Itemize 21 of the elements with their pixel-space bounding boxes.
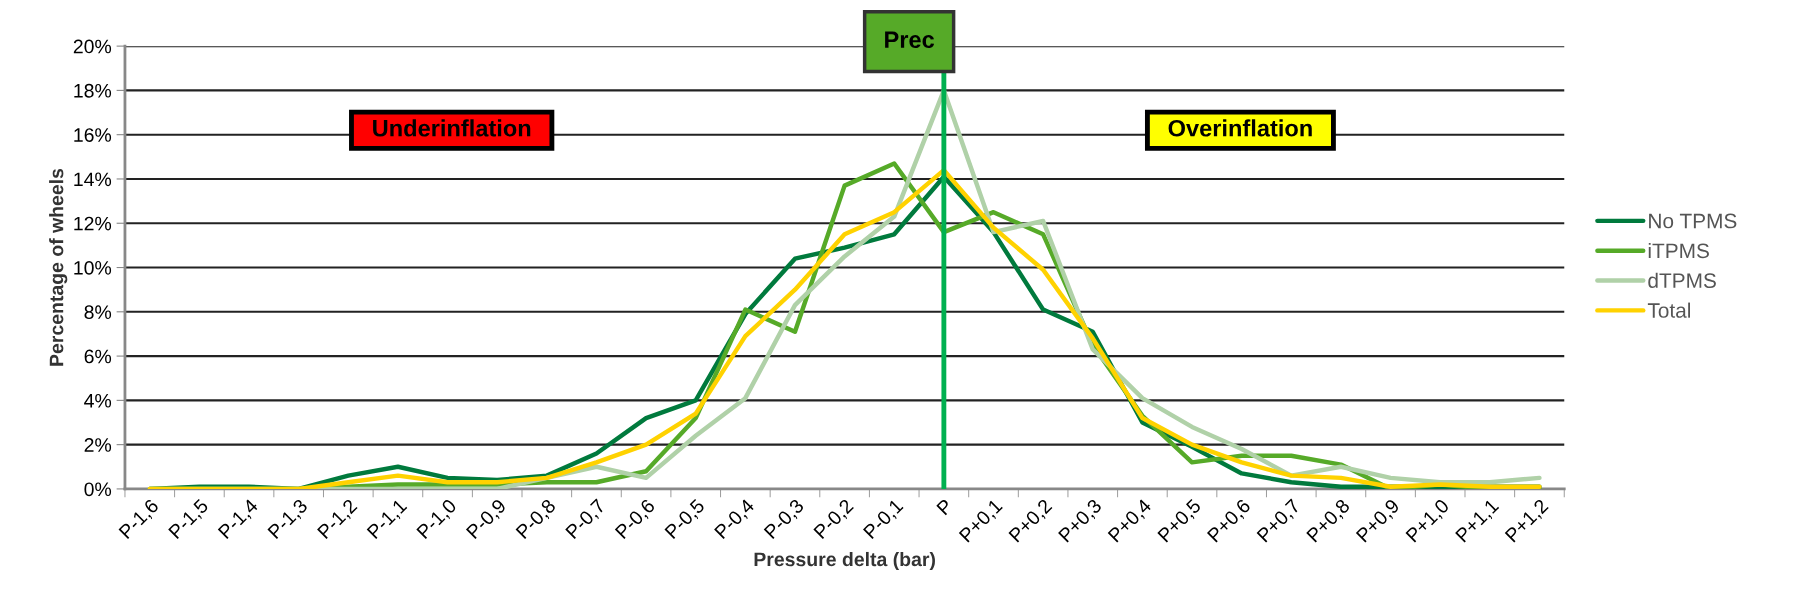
annotation: Overinflation bbox=[1168, 119, 1312, 137]
ref-line-label: Prec bbox=[885, 31, 935, 49]
legend-label: iTPMS bbox=[1648, 242, 1709, 259]
y-tick-label: 4% bbox=[84, 393, 112, 408]
y-tick-label: 8% bbox=[84, 305, 112, 320]
y-tick-label: 16% bbox=[74, 128, 112, 142]
legend-label: dTPMS bbox=[1648, 272, 1716, 289]
x-axis-title: Pressure delta (bar) bbox=[754, 551, 935, 571]
y-tick-label: 10% bbox=[74, 260, 112, 275]
y-tick-label: 2% bbox=[84, 438, 112, 452]
y-tick-label: 20% bbox=[73, 39, 112, 54]
y-axis-title: Percentage of wheels bbox=[49, 168, 68, 366]
annotation: Underinflation bbox=[373, 119, 531, 137]
y-tick-label: 18% bbox=[74, 83, 112, 98]
x-tick-label: P bbox=[936, 498, 954, 516]
y-tick-label: 6% bbox=[84, 349, 112, 364]
legend-label: Total bbox=[1647, 302, 1691, 318]
y-tick-label: 14% bbox=[74, 172, 112, 187]
y-tick-label: 12% bbox=[74, 216, 112, 231]
y-tick-label: 0% bbox=[84, 482, 112, 497]
legend-label: No TPMS bbox=[1649, 213, 1737, 229]
